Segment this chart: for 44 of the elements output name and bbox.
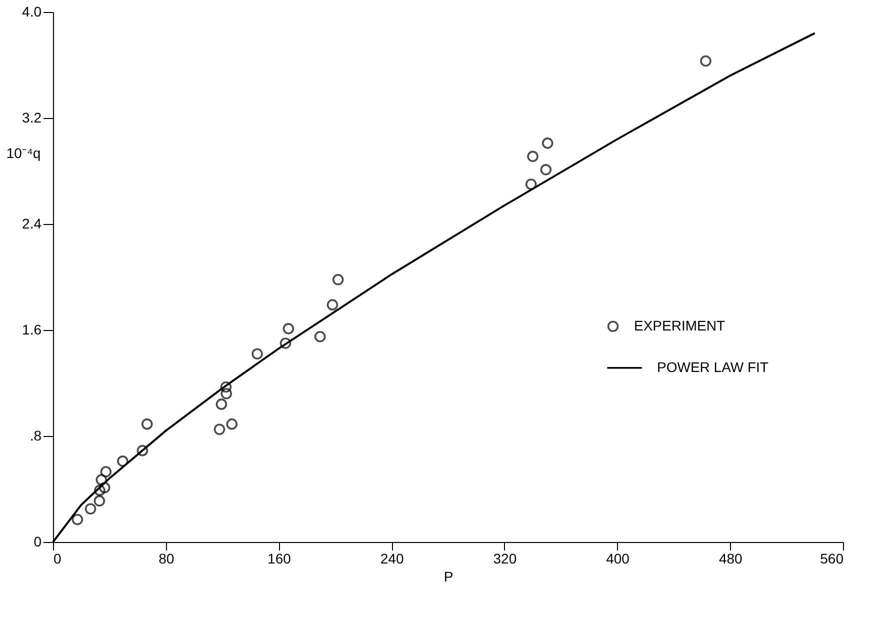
point: [326, 299, 338, 310]
point: [220, 388, 232, 400]
point: [220, 381, 232, 393]
x-tick-label: 240: [380, 550, 404, 566]
x-tick-label: 560: [820, 550, 844, 566]
x-tick-label: 80: [158, 550, 174, 566]
legend-label: EXPERIMENT: [634, 317, 726, 334]
y-tick-label: 4.0: [22, 4, 42, 20]
x-tick-label: 480: [718, 550, 743, 566]
x-tick-label: 400: [606, 550, 630, 566]
point: [96, 474, 108, 486]
point: [214, 424, 226, 436]
y-tick-label: 3.2: [22, 110, 42, 126]
point: [527, 150, 538, 162]
x-tick-label: 160: [268, 550, 292, 566]
y-tick-label: 2.4: [22, 216, 42, 232]
point: [314, 330, 326, 342]
legend-label: POWER LAW FIT: [657, 358, 769, 375]
y-tick-label: 0: [34, 534, 42, 550]
point: [84, 503, 96, 515]
point: [525, 178, 537, 190]
point: [72, 514, 84, 526]
point: [94, 495, 106, 507]
point: [216, 398, 228, 410]
y-tick-label: .8: [30, 428, 42, 444]
point: [252, 348, 263, 360]
point: [540, 164, 552, 176]
point: [282, 323, 294, 334]
x-axis-title: P: [444, 568, 454, 584]
x-tick-label: 320: [493, 550, 517, 566]
point: [280, 338, 292, 349]
point: [542, 138, 554, 149]
point: [94, 484, 106, 496]
point: [332, 274, 344, 286]
x-tick-label: 0: [54, 550, 62, 566]
point: [141, 418, 153, 430]
point: [117, 456, 128, 467]
point: [226, 418, 238, 430]
y-axis-title: 10⁻⁴q: [6, 144, 41, 161]
y-tick-label: 1.6: [22, 322, 42, 338]
point: [136, 444, 148, 456]
point: [98, 482, 110, 494]
point: [100, 466, 112, 478]
point: [700, 55, 712, 67]
